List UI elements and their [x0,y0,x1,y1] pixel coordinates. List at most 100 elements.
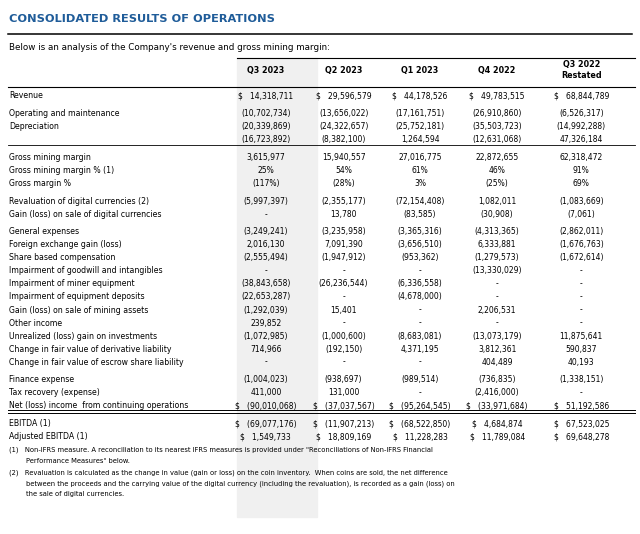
Text: Q4 2022: Q4 2022 [479,66,516,75]
Text: 6,333,881: 6,333,881 [478,240,516,249]
Text: (16,723,892): (16,723,892) [241,135,291,144]
Text: (2,355,177): (2,355,177) [321,197,366,206]
Text: 54%: 54% [335,166,352,175]
Text: (28%): (28%) [332,179,355,188]
Text: General expenses: General expenses [9,227,79,237]
Text: Foreign exchange gain (loss): Foreign exchange gain (loss) [9,240,122,249]
Text: the sale of digital currencies.: the sale of digital currencies. [9,491,124,498]
Text: (26,910,860): (26,910,860) [472,109,522,118]
Text: (1,947,912): (1,947,912) [321,254,366,262]
Text: $   (68,522,850): $ (68,522,850) [389,419,451,428]
Text: Impairment of equipment deposits: Impairment of equipment deposits [9,293,145,302]
Text: -: - [419,266,421,276]
Text: (6,336,558): (6,336,558) [397,279,442,288]
Text: 15,940,557: 15,940,557 [322,153,365,162]
Text: -: - [496,293,499,302]
Text: 13,780: 13,780 [330,210,357,218]
Text: 46%: 46% [489,166,506,175]
Text: 404,489: 404,489 [481,358,513,366]
Text: EBITDA (1): EBITDA (1) [9,419,51,428]
Text: (38,843,658): (38,843,658) [241,279,291,288]
Text: $   (90,010,068): $ (90,010,068) [235,402,296,411]
Text: (17,161,751): (17,161,751) [396,109,445,118]
Text: 25%: 25% [257,166,274,175]
Text: CONSOLIDATED RESULTS OF OPERATIONS: CONSOLIDATED RESULTS OF OPERATIONS [9,13,275,23]
Text: $   14,318,711: $ 14,318,711 [238,91,293,100]
Text: Q2 2023: Q2 2023 [325,66,362,75]
Text: Finance expense: Finance expense [9,375,74,384]
Text: $   11,228,283: $ 11,228,283 [392,432,447,441]
Text: 11,875,641: 11,875,641 [559,332,603,341]
Text: (7,061): (7,061) [568,210,595,218]
Text: (2,416,000): (2,416,000) [475,388,520,397]
Text: (2)   Revaluation is calculated as the change in value (gain or loss) on the coi: (2) Revaluation is calculated as the cha… [9,469,448,476]
Text: (10,702,734): (10,702,734) [241,109,291,118]
Text: (1,672,614): (1,672,614) [559,254,604,262]
Text: $   51,192,586: $ 51,192,586 [554,402,609,411]
Text: (192,150): (192,150) [325,344,362,354]
Text: 61%: 61% [412,166,428,175]
Text: 4,371,195: 4,371,195 [401,344,439,354]
Text: (2,555,494): (2,555,494) [243,254,288,262]
Text: 15,401: 15,401 [330,305,357,315]
Text: $   (37,037,567): $ (37,037,567) [313,402,374,411]
Text: Q3 2022
Restated: Q3 2022 Restated [561,60,602,80]
Text: (12,631,068): (12,631,068) [472,135,522,144]
Text: -: - [419,388,421,397]
Text: (3,249,241): (3,249,241) [244,227,288,237]
Text: 1,264,594: 1,264,594 [401,135,439,144]
Text: -: - [342,318,345,327]
Text: (1)   Non-IFRS measure. A reconciliation to its nearest IFRS measures is provide: (1) Non-IFRS measure. A reconciliation t… [9,447,433,453]
Text: (13,656,022): (13,656,022) [319,109,368,118]
Text: 2,206,531: 2,206,531 [478,305,516,315]
Text: (3,365,316): (3,365,316) [397,227,442,237]
Text: -: - [342,358,345,366]
Text: Performance Measures" below.: Performance Measures" below. [9,458,130,464]
Text: 91%: 91% [573,166,589,175]
Text: (2,862,011): (2,862,011) [559,227,604,237]
Text: Gross mining margin: Gross mining margin [9,153,91,162]
Text: -: - [580,266,582,276]
Text: 3,615,977: 3,615,977 [246,153,285,162]
Text: (1,083,669): (1,083,669) [559,197,604,206]
Text: (26,236,544): (26,236,544) [319,279,369,288]
Text: (25,752,181): (25,752,181) [396,122,445,131]
Text: (83,585): (83,585) [404,210,436,218]
Text: $   29,596,579: $ 29,596,579 [316,91,371,100]
Text: $   4,684,874: $ 4,684,874 [472,419,522,428]
Text: (1,000,600): (1,000,600) [321,332,366,341]
Text: 27,016,775: 27,016,775 [398,153,442,162]
Text: Tax recovery (expense): Tax recovery (expense) [9,388,100,397]
Text: (25%): (25%) [486,179,509,188]
Bar [237,58,317,517]
Text: (736,835): (736,835) [478,375,516,384]
Text: -: - [264,358,268,366]
Text: (8,683,081): (8,683,081) [398,332,442,341]
Text: 3,812,361: 3,812,361 [478,344,516,354]
Text: (4,313,365): (4,313,365) [475,227,520,237]
Text: -: - [580,305,582,315]
Text: $   44,178,526: $ 44,178,526 [392,91,448,100]
Text: -: - [419,305,421,315]
Text: -: - [580,293,582,302]
Text: (1,338,151): (1,338,151) [559,375,604,384]
Text: (13,330,029): (13,330,029) [472,266,522,276]
Text: (117%): (117%) [252,179,280,188]
Text: $   (69,077,176): $ (69,077,176) [235,419,297,428]
Text: Unrealized (loss) gain on investments: Unrealized (loss) gain on investments [9,332,157,341]
Text: (24,322,657): (24,322,657) [319,122,368,131]
Text: Gain (loss) on sale of digital currencies: Gain (loss) on sale of digital currencie… [9,210,161,218]
Text: (8,382,100): (8,382,100) [321,135,366,144]
Text: -: - [264,210,268,218]
Text: 62,318,472: 62,318,472 [559,153,603,162]
Text: 47,326,184: 47,326,184 [559,135,603,144]
Text: 714,966: 714,966 [250,344,282,354]
Text: Gain (loss) on sale of mining assets: Gain (loss) on sale of mining assets [9,305,148,315]
Text: Revaluation of digital currencies (2): Revaluation of digital currencies (2) [9,197,149,206]
Text: (1,676,763): (1,676,763) [559,240,604,249]
Text: $   68,844,789: $ 68,844,789 [554,91,609,100]
Text: (989,514): (989,514) [401,375,439,384]
Text: 7,091,390: 7,091,390 [324,240,363,249]
Text: Q1 2023: Q1 2023 [401,66,438,75]
Text: (1,004,023): (1,004,023) [244,375,288,384]
